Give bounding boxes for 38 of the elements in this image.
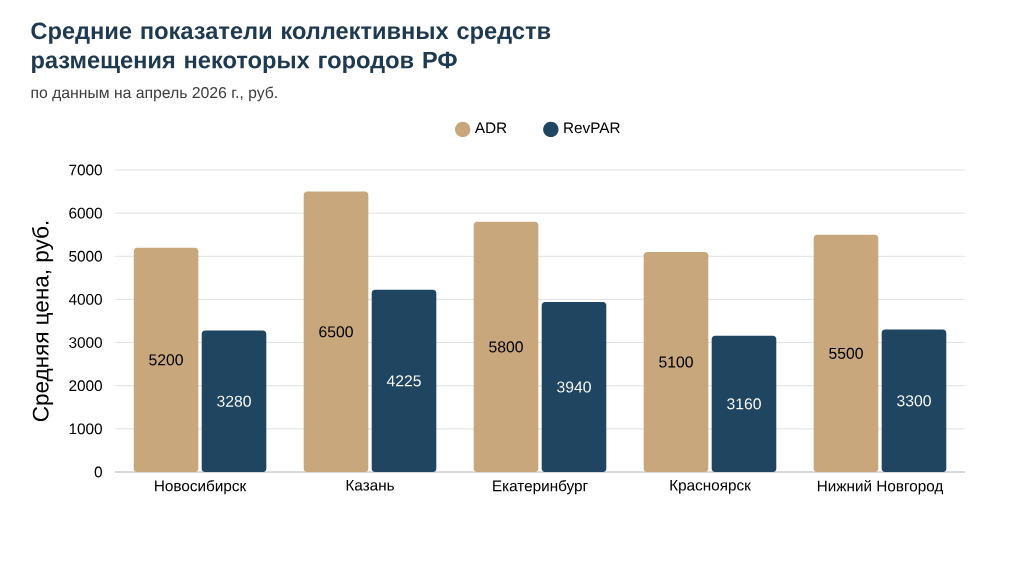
bar: [201, 330, 267, 472]
data-label: 5100: [659, 356, 693, 368]
data-label: 5500: [829, 347, 863, 359]
x-tick-label: Новосибирск: [155, 479, 247, 495]
y-tick-label: 7000: [69, 164, 102, 176]
bar: [643, 251, 709, 472]
y-tick-label: 2000: [69, 380, 102, 392]
bar: [303, 191, 369, 472]
data-label: 5200: [149, 354, 183, 366]
y-tick-label: 5000: [69, 250, 102, 262]
y-tick-label: 6000: [69, 207, 102, 219]
data-label: 3160: [727, 398, 761, 410]
bar: [711, 335, 777, 472]
x-tick-label: Красноярск: [670, 479, 751, 494]
chart-subtitle: по данным на апрель 2026 г., руб.: [31, 86, 277, 102]
data-label: 3300: [897, 395, 931, 407]
data-label: 5800: [489, 341, 523, 353]
y-tick-label: 1000: [69, 423, 102, 435]
data-label: 3280: [217, 395, 251, 407]
bar: [473, 221, 539, 472]
y-tick-label: 3000: [69, 337, 102, 348]
bar: [541, 302, 607, 472]
bar: [813, 234, 879, 472]
data-label: 4225: [386, 375, 421, 387]
chart-title: Средние показатели коллективных средств размещения некоторых городов РФ: [31, 22, 551, 74]
y-axis-title: Средняя цена, руб.: [31, 221, 54, 422]
legend-label: ADR: [474, 122, 507, 134]
data-label: 6500: [319, 326, 353, 338]
bar: [371, 289, 437, 472]
y-tick-label: 0: [94, 466, 102, 478]
bar: [881, 329, 947, 472]
x-tick-label: Казань: [346, 479, 394, 491]
bar: [133, 247, 199, 472]
legend-label: RevPAR: [564, 122, 620, 134]
x-tick-label: Екатеринбург: [493, 479, 588, 495]
y-tick-label: 4000: [68, 294, 102, 305]
x-tick-label: Нижний Новгород: [817, 479, 944, 495]
data-label: 3940: [557, 381, 591, 393]
